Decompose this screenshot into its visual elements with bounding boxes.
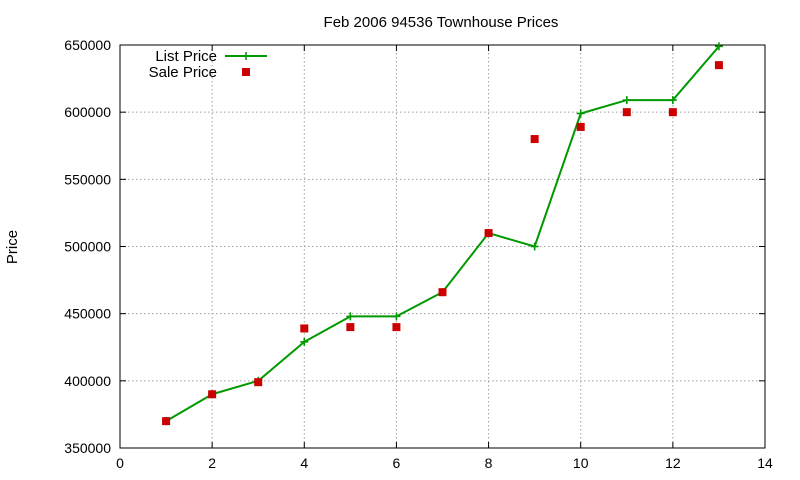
sale-price-point (346, 323, 355, 332)
y-tick-label: 400000 (64, 373, 111, 389)
x-tick-label: 6 (393, 455, 401, 471)
sale-price-point (668, 108, 677, 117)
y-tick-label: 500000 (64, 239, 111, 255)
list-price-point (346, 312, 355, 321)
series-2 (162, 61, 723, 426)
sale-price-point (208, 390, 217, 399)
x-tick-label: 4 (300, 455, 308, 471)
list-price-point (300, 337, 309, 346)
grid-lines (120, 45, 765, 448)
y-axis-label: Price (4, 230, 21, 264)
list-price-point (668, 96, 677, 105)
chart-title: Feb 2006 94536 Townhouse Prices (324, 14, 559, 31)
list-price-point (392, 312, 401, 321)
sale-price-point (484, 229, 493, 238)
sale-price-point (254, 378, 263, 387)
list-price-point (576, 109, 585, 118)
sale-price-point (392, 323, 401, 332)
list-price-point (622, 96, 631, 105)
list-price-point (714, 42, 723, 51)
y-tick-label: 450000 (64, 306, 111, 322)
y-tick-label: 650000 (64, 37, 111, 53)
sale-price-point (300, 324, 309, 333)
sale-price-point (714, 61, 723, 70)
axis-ticks: 0 2 4 6 8 10 12 14 350000 400000 450000 500000 55000… (64, 37, 773, 471)
data-series (162, 42, 723, 426)
sale-price-point (438, 288, 447, 297)
x-tick-label: 0 (116, 455, 124, 471)
sale-price-point (622, 108, 631, 117)
sale-price-point (162, 417, 171, 426)
sale-price-point (530, 135, 539, 144)
legend-swatch-marker (242, 68, 250, 76)
y-tick-label: 600000 (64, 104, 111, 120)
y-tick-label: 550000 (64, 171, 111, 187)
legend-label: List Price (155, 48, 217, 65)
list-price-point (530, 242, 539, 251)
y-tick-label: 350000 (64, 440, 111, 456)
legend-label: Sale Price (149, 64, 217, 81)
legend-swatch-marker (242, 52, 250, 60)
x-tick-label: 12 (665, 455, 681, 471)
x-tick-label: 8 (485, 455, 493, 471)
x-tick-label: 2 (208, 455, 216, 471)
x-tick-label: 10 (573, 455, 589, 471)
sale-price-point (576, 122, 585, 131)
x-tick-label: 14 (757, 455, 773, 471)
